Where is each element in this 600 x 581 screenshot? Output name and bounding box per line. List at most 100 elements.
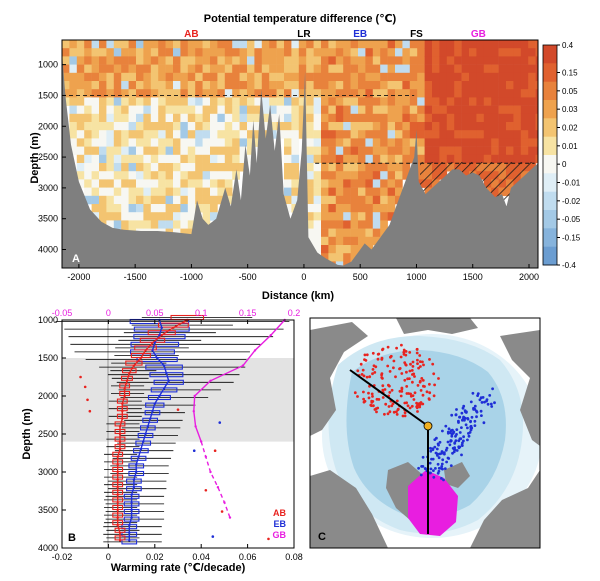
heatmap-cell xyxy=(469,64,477,74)
heatmap-cell xyxy=(217,113,226,123)
eb-station-dot xyxy=(442,478,445,482)
heatmap-cell xyxy=(150,122,159,131)
heatmap-cell xyxy=(291,113,300,123)
heatmap-cell xyxy=(84,113,92,123)
heatmap-cell xyxy=(121,179,129,188)
heatmap-cell xyxy=(284,130,292,139)
heatmap-cell xyxy=(254,64,263,74)
ab-station-dot xyxy=(400,387,404,391)
heatmap-cell xyxy=(402,64,411,74)
heatmap-cell xyxy=(372,72,381,82)
heatmap-cell xyxy=(365,163,374,172)
eb-station-dot xyxy=(460,443,464,447)
heatmap-cell xyxy=(113,163,122,172)
heatmap-cell xyxy=(321,204,329,213)
eb-station-dot xyxy=(489,402,493,406)
heatmap-cell xyxy=(387,113,396,123)
heatmap-cell xyxy=(69,64,78,74)
heatmap-cell xyxy=(424,81,433,90)
ab-station-dot xyxy=(415,351,419,355)
heatmap-cell xyxy=(136,154,144,164)
eb-point xyxy=(130,501,133,504)
ab-station-dot xyxy=(409,394,413,398)
heatmap-cell xyxy=(446,81,455,90)
heatmap-cell xyxy=(91,81,100,90)
heatmap-cell xyxy=(106,105,115,115)
panel-b-label: B xyxy=(68,532,76,544)
heatmap-cell xyxy=(165,138,174,147)
heatmap-cell xyxy=(173,163,181,172)
ab-station-dot xyxy=(353,391,357,395)
heatmap-cell xyxy=(313,97,322,106)
heatmap-cell xyxy=(446,105,455,115)
ab-station-dot xyxy=(365,375,369,379)
heatmap-cell xyxy=(150,56,159,65)
heatmap-cell xyxy=(210,146,218,156)
heatmap-cell xyxy=(128,122,137,131)
heatmap-cell xyxy=(173,212,181,221)
heatmap-cell xyxy=(291,64,300,74)
heatmap-cell xyxy=(158,212,166,221)
heatmap-cell xyxy=(69,97,78,106)
heatmap-cell xyxy=(180,163,189,172)
heatmap-cell xyxy=(210,113,218,123)
heatmap-cell xyxy=(409,130,418,139)
heatmap-cell xyxy=(136,179,144,188)
region-label: GB xyxy=(471,29,486,40)
heatmap-cell xyxy=(372,122,381,131)
heatmap-cell xyxy=(173,113,181,123)
heatmap-cell xyxy=(84,163,92,172)
heatmap-cell xyxy=(187,48,196,57)
heatmap-cell xyxy=(84,171,92,180)
heatmap-cell xyxy=(136,220,144,229)
heatmap-cell xyxy=(173,89,181,98)
heatmap-cell xyxy=(343,253,351,262)
eb-station-dot xyxy=(475,409,478,413)
heatmap-cell xyxy=(306,89,314,98)
heatmap-cell xyxy=(335,220,344,229)
heatmap-cell xyxy=(84,138,92,147)
heatmap-cell xyxy=(358,56,366,65)
heatmap-cell xyxy=(350,56,359,65)
heatmap-cell xyxy=(195,146,203,156)
heatmap-cell xyxy=(284,138,292,147)
heatmap-cell xyxy=(350,195,359,205)
heatmap-cell xyxy=(380,163,388,172)
eb-point xyxy=(135,470,138,474)
ab-station-dot xyxy=(394,375,397,379)
x-tick-label: 0.06 xyxy=(239,552,257,562)
heatmap-cell xyxy=(535,40,538,49)
eb-point xyxy=(162,387,166,390)
ab-station-dot xyxy=(416,410,419,413)
heatmap-cell xyxy=(173,146,181,156)
heatmap-cell xyxy=(335,261,344,268)
heatmap-cell xyxy=(113,97,122,106)
eb-station-dot xyxy=(441,429,444,433)
heatmap-cell xyxy=(313,146,322,156)
heatmap-cell xyxy=(158,40,166,49)
heatmap-cell xyxy=(520,105,529,115)
heatmap-cell xyxy=(202,81,211,90)
heatmap-cell xyxy=(498,113,507,123)
heatmap-cell xyxy=(69,89,78,98)
heatmap-cell xyxy=(143,154,152,164)
heatmap-cell xyxy=(506,48,514,57)
ab-station-dot xyxy=(388,410,392,414)
eb-point xyxy=(153,341,156,344)
eb-station-dot xyxy=(473,404,477,408)
heatmap-cell xyxy=(99,56,107,65)
heatmap-cell xyxy=(343,245,351,254)
heatmap-cell xyxy=(409,64,418,74)
eb-station-dot xyxy=(476,394,479,397)
eb-station-dot xyxy=(454,413,458,417)
heatmap-cell xyxy=(520,154,529,164)
colorbar-swatch xyxy=(543,228,557,247)
heatmap-cell xyxy=(113,72,122,82)
heatmap-cell xyxy=(91,130,100,139)
heatmap-cell xyxy=(106,113,115,123)
heatmap-cell xyxy=(84,48,92,57)
heatmap-cell xyxy=(224,64,233,74)
heatmap-cell xyxy=(461,130,470,139)
heatmap-cell xyxy=(439,72,448,82)
outlier-dot xyxy=(83,385,87,389)
